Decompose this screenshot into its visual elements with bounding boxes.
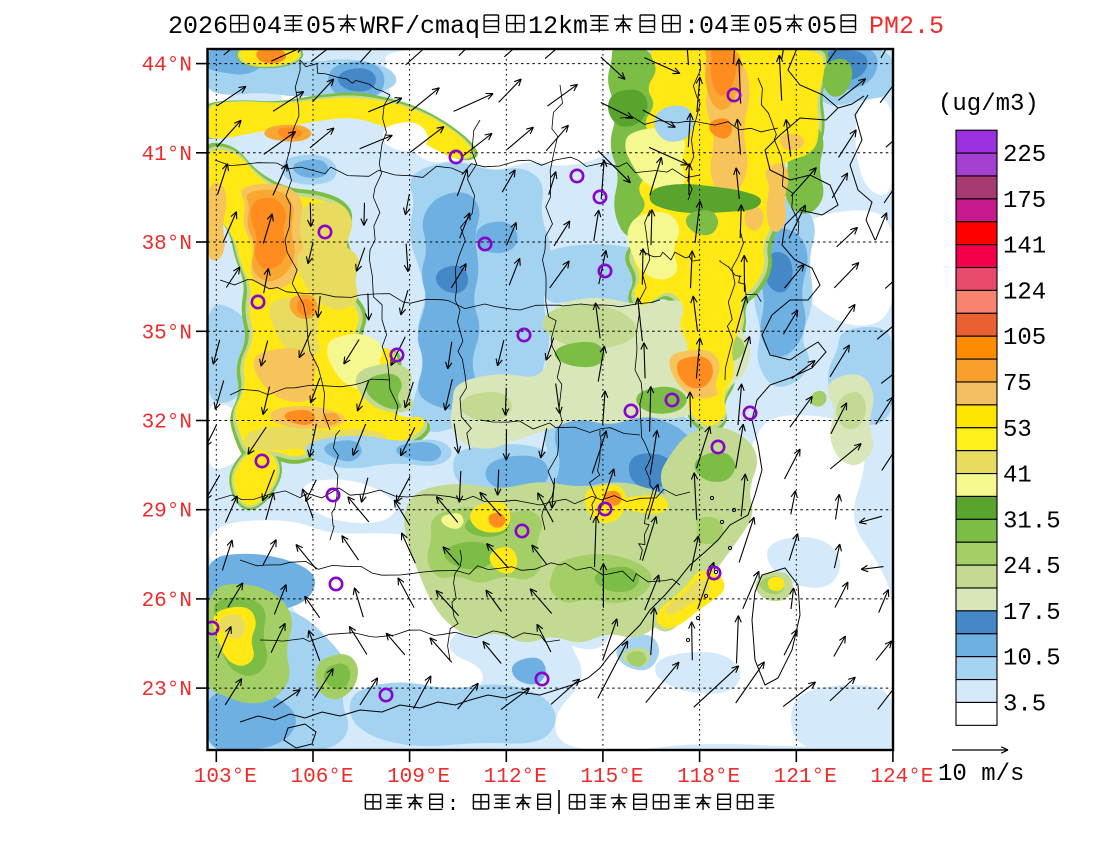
svg-text:3.5: 3.5 [1003, 692, 1046, 719]
svg-text:124°E: 124°E [870, 766, 933, 789]
svg-text:105: 105 [1003, 325, 1046, 352]
svg-text:121°E: 121°E [774, 766, 837, 789]
svg-text:141: 141 [1003, 234, 1046, 261]
svg-text:38°N: 38°N [142, 233, 192, 256]
svg-text:115°E: 115°E [580, 766, 643, 789]
svg-text:WRF/cmaq: WRF/cmaq [360, 12, 480, 41]
svg-text:04: 04 [252, 12, 282, 41]
svg-text:53: 53 [1003, 417, 1032, 444]
svg-text:41°N: 41°N [142, 144, 192, 167]
svg-text:26°N: 26°N [142, 590, 192, 613]
svg-text:35°N: 35°N [142, 322, 192, 345]
svg-text:75: 75 [1003, 371, 1032, 398]
svg-text:109°E: 109°E [387, 766, 450, 789]
svg-text:175: 175 [1003, 188, 1046, 215]
svg-text:05: 05 [753, 12, 783, 41]
svg-text:112°E: 112°E [484, 766, 547, 789]
svg-text:118°E: 118°E [677, 766, 740, 789]
svg-text:29°N: 29°N [142, 501, 192, 524]
svg-text:05: 05 [807, 12, 837, 41]
svg-text:17.5: 17.5 [1003, 600, 1061, 627]
svg-text:124: 124 [1003, 279, 1046, 306]
svg-text:103°E: 103°E [194, 766, 257, 789]
svg-text:225: 225 [1003, 142, 1046, 169]
svg-text:44°N: 44°N [142, 55, 192, 78]
svg-text:24.5: 24.5 [1003, 554, 1061, 581]
svg-text:(ug/m3): (ug/m3) [938, 91, 1039, 118]
svg-text:12km: 12km [528, 12, 588, 41]
svg-text:23°N: 23°N [142, 679, 192, 702]
svg-text:04: 04 [699, 12, 729, 41]
svg-text:10 m/s: 10 m/s [938, 761, 1024, 788]
svg-text:05: 05 [306, 12, 336, 41]
svg-text::: : [684, 12, 699, 41]
svg-text:31.5: 31.5 [1003, 508, 1061, 535]
svg-text:PM2.5: PM2.5 [869, 12, 944, 41]
svg-text:106°E: 106°E [290, 766, 353, 789]
svg-text::: : [447, 794, 459, 817]
svg-text:2026: 2026 [168, 12, 228, 41]
svg-text:32°N: 32°N [142, 412, 192, 435]
svg-text:41: 41 [1003, 463, 1032, 490]
svg-text:10.5: 10.5 [1003, 646, 1061, 673]
